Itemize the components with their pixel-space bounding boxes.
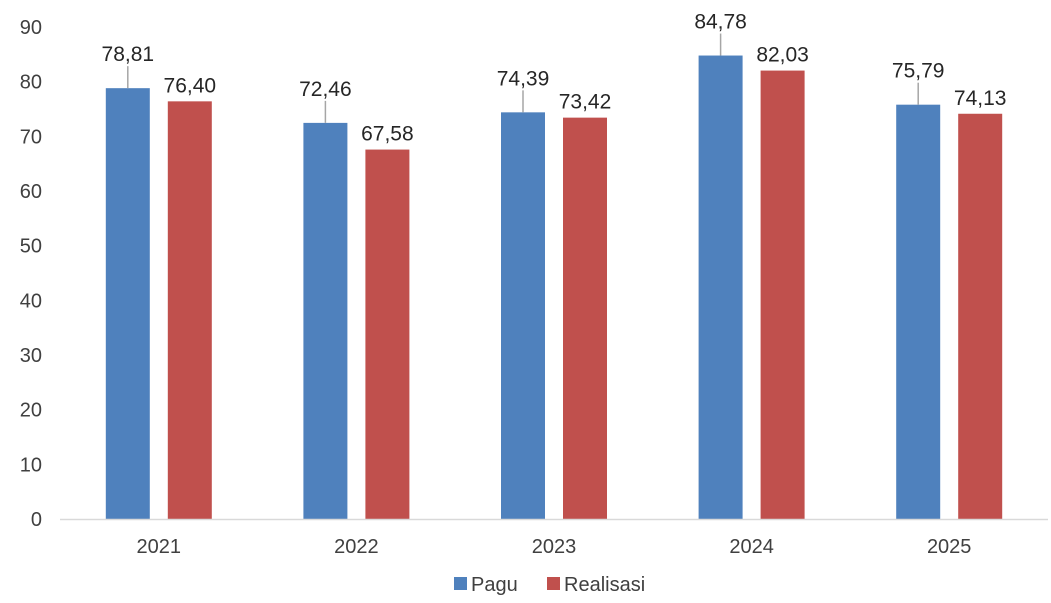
x-tick-label: 2022 [334, 536, 379, 558]
bar-realisasi-2023 [563, 117, 607, 520]
x-tick-label: 2024 [729, 536, 774, 558]
label-leader-lines [127, 33, 919, 123]
y-axis-ticks: 0 10 20 30 40 50 60 70 80 90 [20, 17, 42, 531]
bar-pagu-2023 [501, 112, 545, 520]
legend-swatch-pagu [454, 577, 467, 590]
legend-label-realisasi: Realisasi [564, 574, 645, 596]
y-tick-label: 50 [20, 236, 42, 258]
legend-swatch-realisasi [547, 577, 560, 590]
data-label-pagu-2022: 72,46 [299, 78, 352, 101]
y-tick-label: 90 [20, 17, 42, 39]
y-tick-label: 0 [31, 509, 42, 531]
y-tick-label: 80 [20, 72, 42, 94]
x-tick-label: 2025 [927, 536, 972, 558]
data-label-pagu-2024: 84,78 [694, 11, 747, 34]
legend-label-pagu: Pagu [471, 574, 518, 596]
data-label-pagu-2021: 78,81 [102, 43, 155, 66]
data-labels: 78,81 76,40 72,46 67,58 74,39 73,42 84,78 82,03… [102, 11, 1007, 146]
bar-pagu-2021 [105, 88, 150, 519]
bars [105, 55, 1003, 520]
x-tick-label: 2021 [137, 536, 182, 558]
bar-pagu-2025 [896, 104, 941, 519]
data-label-realisasi-2024: 82,03 [756, 44, 809, 67]
data-label-realisasi-2025: 74,13 [954, 87, 1007, 110]
data-label-realisasi-2023: 73,42 [559, 91, 612, 114]
legend: Pagu Realisasi [454, 574, 645, 596]
bar-pagu-2024 [698, 55, 743, 519]
bar-realisasi-2022 [365, 149, 410, 519]
y-tick-label: 40 [20, 290, 42, 312]
x-tick-label: 2023 [532, 536, 577, 558]
y-tick-label: 10 [20, 454, 42, 476]
y-tick-label: 70 [20, 126, 42, 148]
data-label-pagu-2025: 75,79 [892, 60, 945, 83]
bar-pagu-2022 [303, 122, 348, 520]
data-label-realisasi-2021: 76,40 [164, 74, 217, 97]
x-axis-labels: 2021 2022 2023 2024 2025 [137, 536, 972, 558]
y-tick-label: 30 [20, 345, 42, 367]
y-tick-label: 60 [20, 181, 42, 203]
bar-realisasi-2024 [760, 70, 805, 519]
data-label-realisasi-2022: 67,58 [361, 123, 414, 146]
bar-realisasi-2021 [167, 101, 212, 519]
data-label-pagu-2023: 74,39 [497, 67, 550, 90]
y-tick-label: 20 [20, 400, 42, 422]
bar-realisasi-2025 [958, 113, 1003, 520]
